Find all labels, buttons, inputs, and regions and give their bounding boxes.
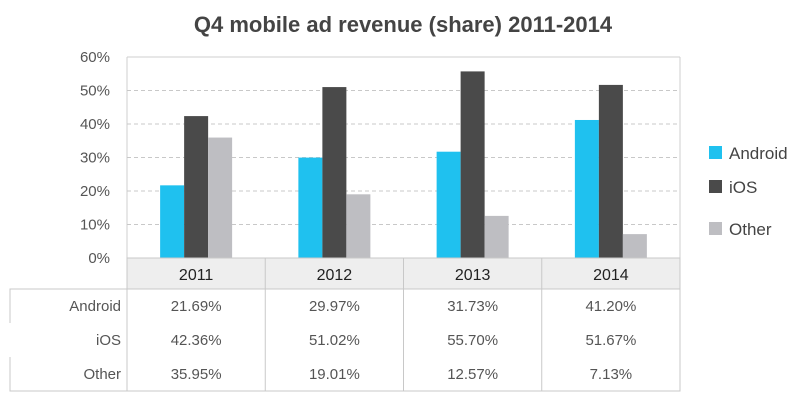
chart-title: Q4 mobile ad revenue (share) 2011-2014: [193, 12, 613, 37]
legend-swatch-android: [709, 146, 722, 159]
data-label: 19.01%: [309, 366, 360, 383]
bar-other-2014: [622, 234, 647, 258]
x-tick-label: 2014: [593, 267, 629, 284]
bar-android-2013: [436, 151, 461, 258]
bar-other-2013: [484, 215, 509, 258]
data-label: 31.73%: [447, 298, 498, 315]
bar-android-2011: [160, 185, 185, 258]
bar-ios-2011: [184, 116, 209, 259]
bar-ios-2012: [322, 87, 347, 258]
bar-other-2011: [208, 137, 233, 258]
bar-other-2012: [346, 194, 371, 258]
table-row-label: Android: [69, 298, 121, 315]
legend-label: Android: [729, 144, 788, 163]
y-tick-label: 60%: [80, 49, 110, 66]
bar-ios-2014: [598, 84, 623, 258]
legend-label: iOS: [729, 178, 757, 197]
y-tick-label: 50%: [80, 83, 110, 100]
data-label: 55.70%: [447, 332, 498, 349]
y-tick-label: 20%: [80, 183, 110, 200]
x-tick-label: 2011: [179, 267, 214, 284]
y-tick-label: 30%: [80, 150, 110, 167]
bar-android-2012: [298, 157, 323, 258]
bar-ios-2013: [460, 71, 485, 258]
data-label: 21.69%: [171, 298, 222, 315]
y-tick-label: 0%: [88, 250, 110, 267]
x-tick-label: 2012: [317, 267, 353, 284]
data-label: 41.20%: [585, 298, 636, 315]
data-label: 35.95%: [171, 366, 222, 383]
data-label: 42.36%: [171, 332, 222, 349]
x-tick-label: 2013: [455, 267, 491, 284]
data-label: 7.13%: [590, 366, 633, 383]
legend-label: Other: [729, 220, 772, 239]
legend-swatch-other: [709, 222, 722, 235]
bar-android-2014: [574, 119, 599, 258]
data-label: 51.02%: [309, 332, 360, 349]
data-label: 51.67%: [585, 332, 636, 349]
legend-swatch-ios: [709, 180, 722, 193]
table-row-label: iOS: [96, 332, 121, 349]
data-label: 12.57%: [447, 366, 498, 383]
data-label: 29.97%: [309, 298, 360, 315]
table-row-label: Other: [83, 366, 121, 383]
y-tick-label: 40%: [80, 116, 110, 133]
y-tick-label: 10%: [80, 217, 110, 234]
